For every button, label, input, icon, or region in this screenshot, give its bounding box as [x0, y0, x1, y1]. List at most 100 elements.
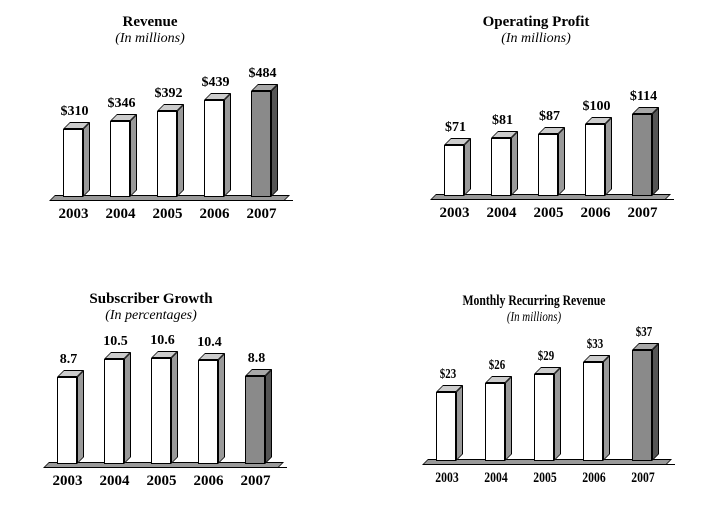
chart-monthly-recurring-revenue: Monthly Recurring Revenue (In millions) … — [354, 256, 707, 513]
plot-area: $23 2003 $26 2004 $29 2005 $33 2006 $37 2007 — [422, 311, 685, 486]
x-axis-label-2004: 2004 — [484, 470, 508, 486]
bar-value-label: 10.6 — [150, 333, 175, 348]
x-axis-label-2005: 2005 — [533, 205, 564, 221]
bar-face — [537, 134, 558, 196]
axis-end-tick — [664, 199, 674, 200]
bar-face — [203, 100, 224, 197]
plot-area: $310 2003 $346 2004 $392 2005 $439 2006 $484 2007 — [49, 51, 303, 222]
chart-subscriber-growth: Subscriber Growth (In percentages) 8.7 20… — [0, 256, 354, 513]
chart-title: Revenue — [122, 14, 178, 30]
chart-title-block: Subscriber Growth (In percentages) — [31, 290, 271, 325]
bar-face — [631, 350, 652, 461]
bar-2006 — [584, 117, 612, 196]
bar-value-label: $26 — [488, 358, 506, 373]
bar-2004 — [485, 376, 513, 461]
bar-face — [582, 362, 603, 461]
x-axis-label-2006: 2006 — [199, 206, 230, 222]
chart-subtitle: (In millions) — [115, 31, 185, 46]
x-axis-label-2007: 2007 — [240, 473, 271, 489]
bar-side — [217, 353, 225, 464]
bar-face — [244, 376, 265, 464]
bar-value-label: $100 — [582, 99, 611, 114]
bar-side — [264, 369, 272, 464]
bar-2003 — [56, 370, 84, 464]
chart-title-block: Revenue (In millions) — [30, 13, 270, 48]
bar-face — [56, 377, 77, 464]
bar-2004 — [490, 131, 518, 196]
chart-title-block: Operating Profit (In millions) — [416, 13, 656, 48]
plot-area: 8.7 2003 10.5 2004 10.6 2005 10.4 2006 8.8 2007 — [43, 318, 297, 489]
bar-value-label: $439 — [201, 75, 230, 90]
bar-side — [463, 138, 471, 196]
x-axis-label-2003: 2003 — [58, 206, 89, 222]
bar-value-label: $310 — [60, 104, 89, 119]
bar-2004 — [109, 114, 137, 197]
bar-2003 — [62, 122, 90, 197]
bar-2006 — [203, 93, 231, 197]
bar-value-label: 10.5 — [103, 334, 128, 349]
bar-value-label: $392 — [154, 86, 183, 101]
bar-side — [651, 107, 659, 196]
bar-2004 — [103, 352, 131, 464]
bar-2005 — [156, 104, 184, 197]
bar-value-label: $29 — [537, 349, 555, 364]
bar-side — [651, 343, 659, 461]
bar-side — [270, 84, 278, 197]
bar-value-label: $346 — [107, 96, 136, 111]
bar-face — [534, 374, 554, 461]
bar-2007 — [631, 107, 659, 196]
bar-side — [602, 355, 610, 461]
chart-title-block: Monthly Recurring Revenue (In millions) — [440, 292, 627, 327]
bar-side — [604, 117, 612, 196]
bar-face — [250, 91, 271, 197]
x-axis-label-2005: 2005 — [152, 206, 183, 222]
bar-face — [436, 392, 457, 461]
bar-face — [109, 121, 130, 197]
bar-face — [631, 114, 652, 196]
bar-value-label: 8.7 — [59, 352, 78, 367]
bar-2006 — [582, 355, 610, 461]
chart-operating-profit: Operating Profit (In millions) $71 2003 $8… — [354, 0, 707, 256]
bar-value-label: $87 — [539, 109, 560, 124]
bar-side — [223, 93, 231, 197]
bar-face — [584, 124, 605, 196]
x-axis-label-2004: 2004 — [486, 205, 517, 221]
bar-2007 — [244, 369, 272, 464]
chart-subtitle: (In millions) — [506, 310, 562, 325]
x-axis-label-2007: 2007 — [630, 470, 655, 486]
bar-value-label: $37 — [635, 325, 652, 340]
chart-subtitle: (In percentages) — [105, 308, 197, 323]
bar-side — [456, 385, 464, 461]
bar-face — [150, 358, 171, 464]
bar-face — [62, 129, 83, 197]
bar-2005 — [534, 367, 561, 461]
x-axis-label-2003: 2003 — [439, 205, 470, 221]
bar-value-label: $33 — [586, 337, 603, 352]
chart-title: Monthly Recurring Revenue — [462, 293, 606, 309]
chart-revenue: Revenue (In millions) $310 2003 $346 2004 $3… — [0, 0, 354, 256]
bar-2005 — [537, 127, 565, 196]
bar-side — [123, 352, 131, 464]
bar-face — [197, 360, 218, 464]
bar-face — [103, 359, 124, 464]
bar-2005 — [150, 351, 178, 464]
bar-side — [505, 376, 513, 461]
bar-face — [485, 383, 506, 461]
bar-value-label: $71 — [445, 120, 466, 135]
axis-end-tick — [283, 200, 293, 201]
bar-value-label: $484 — [248, 66, 277, 81]
bar-face — [443, 145, 464, 196]
bar-2006 — [197, 353, 225, 464]
bar-side — [557, 127, 565, 196]
x-axis-label-2003: 2003 — [52, 473, 83, 489]
bar-side — [170, 351, 178, 464]
x-axis-label-2006: 2006 — [193, 473, 224, 489]
bar-value-label: 8.8 — [247, 351, 266, 366]
bar-2007 — [250, 84, 278, 197]
x-axis-label-2006: 2006 — [582, 470, 606, 486]
bar-side — [76, 370, 84, 464]
bar-side — [510, 131, 518, 196]
chart-subtitle: (In millions) — [501, 31, 571, 46]
bar-value-label: $23 — [440, 367, 457, 382]
